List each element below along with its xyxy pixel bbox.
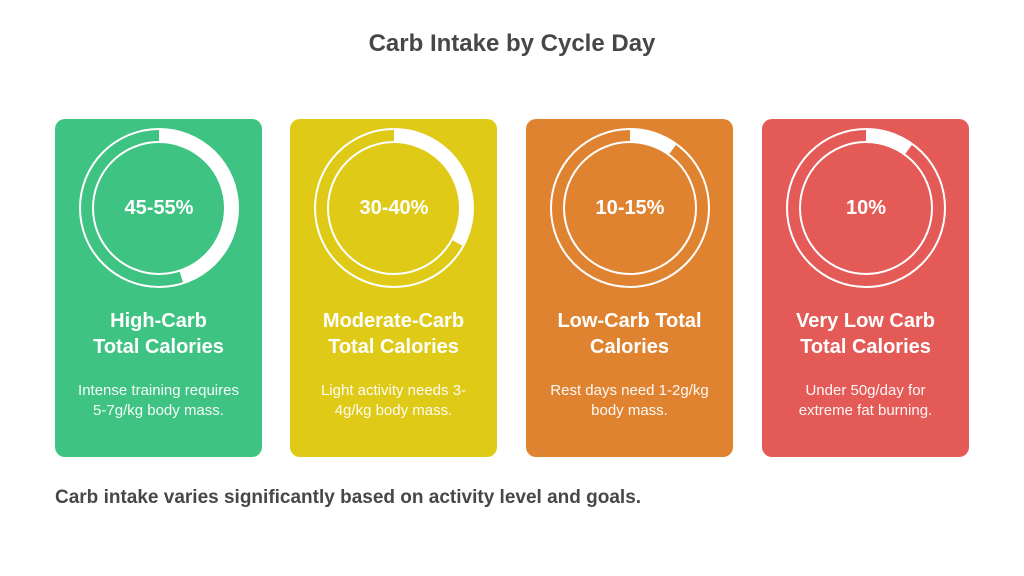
card-very-low-carb: 10% Very Low Carb Total Calories Under 50… [762, 119, 969, 457]
progress-ring: 10% [785, 127, 947, 289]
card-low-carb: 10-15% Low-Carb Total Calories Rest days … [526, 119, 733, 457]
card-title: Moderate-Carb Total Calories [322, 310, 465, 358]
percentage-label: 45-55% [124, 196, 194, 219]
card-description: Under 50g/day for extreme fat burning. [798, 382, 933, 419]
card-description: Light activity needs 3-4g/kg body mass. [320, 382, 467, 419]
progress-ring: 45-55% [78, 127, 240, 289]
progress-ring: 30-40% [313, 127, 475, 289]
card-title: Low-Carb Total Calories [557, 310, 702, 358]
percentage-label: 10% [845, 196, 887, 219]
card-description: Intense training requires 5-7g/kg body m… [78, 382, 239, 419]
card-description: Rest days need 1-2g/kg body mass. [550, 382, 709, 419]
card-title: Very Low Carb Total Calories [796, 310, 935, 358]
ring-chart-icon [786, 128, 946, 288]
percentage-label: 30-40% [359, 196, 429, 219]
page-title: Carb Intake by Cycle Day [368, 30, 656, 57]
card-title: High-Carb Total Calories [93, 310, 224, 358]
ring-chart-icon [550, 128, 710, 288]
card-high-carb: 45-55% High-Carb Total Calories Intense t… [55, 119, 262, 457]
footer-note: Carb intake varies significantly based o… [55, 487, 642, 508]
percentage-label: 10-15% [595, 196, 665, 219]
ring-chart-icon [314, 128, 474, 288]
progress-ring: 10-15% [549, 127, 711, 289]
ring-chart-icon [79, 128, 239, 288]
card-moderate-carb: 30-40% Moderate-Carb Total Calories Light… [290, 119, 497, 457]
